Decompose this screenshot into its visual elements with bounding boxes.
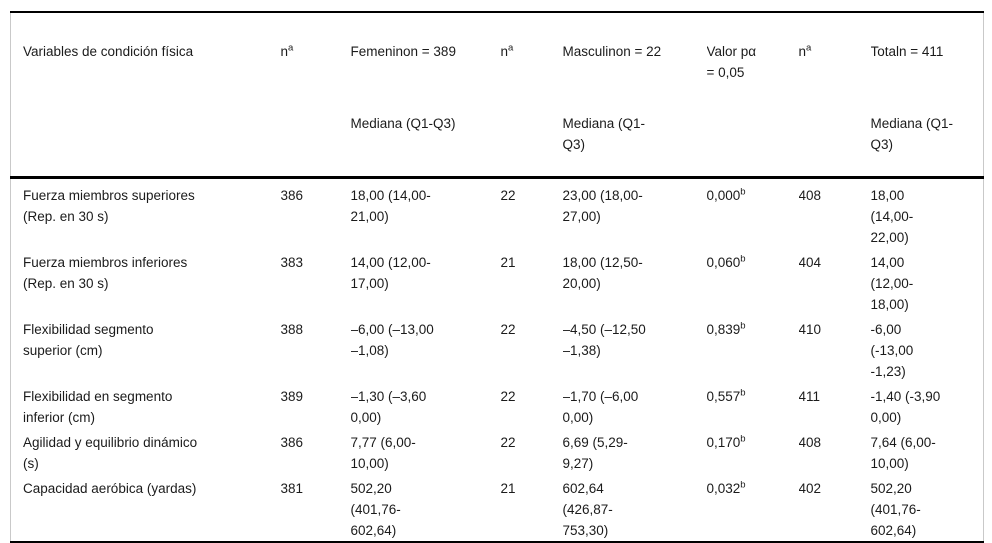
cell-variable: Capacidad aeróbica (yardas): [23, 481, 197, 496]
footnote-a-marker: a: [508, 42, 514, 54]
cell-n-femenino: 383: [280, 255, 304, 270]
header-n-masculino-label: na: [500, 42, 514, 59]
cell-variable: Agilidad y equilibrio dinámico (s): [23, 435, 198, 471]
header-total: Totaln = 411 Mediana (Q1- Q3): [870, 12, 984, 179]
cell-variable: Flexibilidad segmento superior (cm): [23, 322, 154, 358]
cell-masculino-median: –1,70 (–6,00 0,00): [562, 389, 639, 425]
cell-masculino-median: –4,50 (–12,50 –1,38): [562, 322, 646, 358]
cell-total-median: 14,00 (12,00- 18,00): [870, 255, 914, 312]
cell-total-median: 7,64 (6,00- 10,00): [870, 435, 936, 471]
cell-n-masculino: 22: [500, 322, 516, 337]
physical-condition-table: Variables de condición física na Femenin…: [10, 11, 984, 543]
cell-p-value: 0,557b: [706, 387, 746, 404]
header-total-title: Totaln = 411: [870, 44, 944, 59]
cell-n-total: 404: [798, 255, 822, 270]
footnote-b-marker: b: [740, 387, 746, 399]
cell-total-median: -1,40 (-3,90 0,00): [870, 389, 941, 425]
header-total-median: Mediana (Q1- Q3): [870, 116, 954, 152]
cell-total-median: 18,00 (14,00- 22,00): [870, 188, 914, 245]
cell-n-total: 402: [798, 481, 822, 496]
footnote-a-marker: a: [806, 42, 812, 54]
footnote-b-marker: b: [740, 253, 746, 265]
cell-n-total: 411: [798, 389, 821, 404]
table-row: Capacidad aeróbica (yardas) 381 502,20 (…: [11, 477, 984, 542]
cell-n-femenino: 389: [280, 389, 304, 404]
header-n-masculino: na: [500, 12, 563, 179]
cell-p-value: 0,000b: [706, 186, 746, 203]
cell-femenino-median: 7,77 (6,00- 10,00): [350, 435, 416, 471]
cell-n-femenino: 386: [280, 188, 304, 203]
cell-p-value: 0,839b: [706, 320, 746, 337]
header-n-total: na: [798, 12, 871, 179]
statistical-table-container: Variables de condición física na Femenin…: [10, 11, 984, 543]
cell-p-value: 0,060b: [706, 253, 746, 270]
cell-n-total: 408: [798, 188, 822, 203]
header-variables: Variables de condición física: [10, 12, 281, 179]
footnote-a-marker: a: [288, 42, 294, 54]
cell-variable: Fuerza miembros superiores (Rep. en 30 s…: [23, 188, 195, 224]
cell-n-masculino: 22: [500, 188, 516, 203]
footnote-b-marker: b: [740, 433, 746, 445]
header-variables-label: Variables de condición física: [23, 44, 194, 59]
cell-n-masculino: 21: [500, 255, 516, 270]
header-n-femenino-label: na: [280, 42, 294, 59]
header-n-total-label: na: [798, 42, 812, 59]
cell-n-masculino: 22: [500, 389, 516, 404]
cell-n-femenino: 386: [280, 435, 304, 450]
cell-femenino-median: 502,20 (401,76- 602,64): [350, 481, 401, 538]
cell-femenino-median: –6,00 (–13,00 –1,08): [350, 322, 434, 358]
header-row: Variables de condición física na Femenin…: [10, 12, 984, 179]
header-femenino: Femeninon = 389 Mediana (Q1-Q3): [350, 12, 501, 179]
header-masculino-median: Mediana (Q1- Q3): [562, 116, 646, 152]
table-row: Agilidad y equilibrio dinámico (s) 386 7…: [11, 431, 984, 477]
cell-variable: Flexibilidad en segmento inferior (cm): [23, 389, 173, 425]
header-valor-p: Valor pα = 0,05: [706, 12, 799, 179]
footnote-b-marker: b: [740, 320, 746, 332]
cell-n-masculino: 22: [500, 435, 516, 450]
footnote-b-marker: b: [740, 479, 746, 491]
table-header: Variables de condición física na Femenin…: [10, 12, 984, 179]
header-n-femenino: na: [280, 12, 351, 179]
table-row: Flexibilidad segmento superior (cm) 388 …: [11, 318, 984, 385]
header-masculino-title: Masculinon = 22: [562, 44, 662, 59]
cell-n-total: 410: [798, 322, 822, 337]
header-femenino-title: Femeninon = 389: [350, 44, 456, 59]
cell-total-median: 502,20 (401,76- 602,64): [870, 481, 921, 538]
cell-n-femenino: 388: [280, 322, 304, 337]
cell-masculino-median: 6,69 (5,29- 9,27): [562, 435, 628, 471]
cell-femenino-median: 14,00 (12,00- 17,00): [350, 255, 431, 291]
header-femenino-median: Mediana (Q1-Q3): [350, 116, 456, 131]
cell-masculino-median: 23,00 (18,00- 27,00): [562, 188, 643, 224]
table-body: Fuerza miembros superiores (Rep. en 30 s…: [11, 178, 984, 543]
table-row: Fuerza miembros inferiores (Rep. en 30 s…: [11, 251, 984, 318]
cell-femenino-median: –1,30 (–3,60 0,00): [350, 389, 427, 425]
cell-n-total: 408: [798, 435, 822, 450]
cell-n-femenino: 381: [280, 481, 304, 496]
cell-masculino-median: 602,64 (426,87- 753,30): [562, 481, 613, 538]
cell-variable: Fuerza miembros inferiores (Rep. en 30 s…: [23, 255, 188, 291]
header-valor-p-label: Valor pα = 0,05: [706, 44, 757, 80]
cell-p-value: 0,170b: [706, 433, 746, 450]
cell-femenino-median: 18,00 (14,00- 21,00): [350, 188, 431, 224]
table-row: Fuerza miembros superiores (Rep. en 30 s…: [11, 178, 984, 252]
cell-masculino-median: 18,00 (12,50- 20,00): [562, 255, 643, 291]
cell-n-masculino: 21: [500, 481, 516, 496]
cell-p-value: 0,032b: [706, 479, 746, 496]
cell-total-median: -6,00 (-13,00 -1,23): [870, 322, 914, 379]
table-row: Flexibilidad en segmento inferior (cm) 3…: [11, 385, 984, 431]
footnote-b-marker: b: [740, 186, 746, 198]
header-masculino: Masculinon = 22 Mediana (Q1- Q3): [562, 12, 707, 179]
